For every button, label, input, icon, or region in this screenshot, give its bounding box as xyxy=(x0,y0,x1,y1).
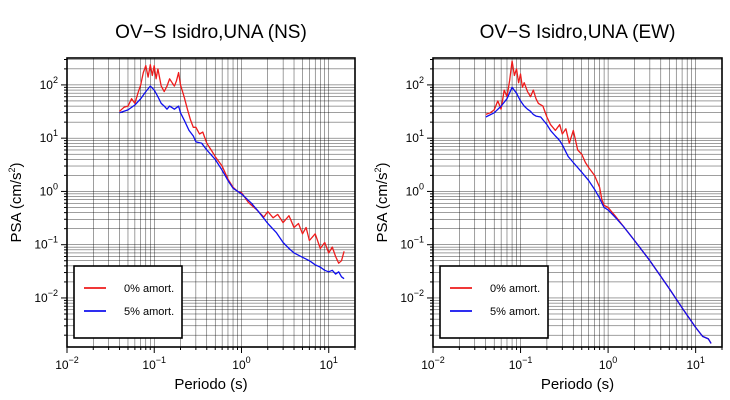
y-tick-label-exp: 2 xyxy=(53,75,58,85)
legend: 0% amort. 5% amort. xyxy=(439,265,549,339)
y-tick-label: 10−1 xyxy=(34,235,58,252)
x-tick-label: 101 xyxy=(686,355,704,372)
y-tick-label: 100 xyxy=(406,181,424,198)
y-tick-label-base: 10 xyxy=(40,184,54,198)
y-tick-label-base: 10 xyxy=(406,78,420,92)
y-axis-label-sup: 2 xyxy=(373,167,383,172)
x-tick-label-exp: 1 xyxy=(333,355,338,365)
y-axis-label-close: ) xyxy=(8,162,25,167)
y-tick-label: 100 xyxy=(40,181,58,198)
x-tick-label-exp: 0 xyxy=(612,355,617,365)
x-tick-label-base: 10 xyxy=(509,358,523,372)
y-tick-label-base: 10 xyxy=(34,291,48,305)
y-tick-label-exp: −1 xyxy=(414,235,424,245)
x-tick-label-exp: −2 xyxy=(435,355,445,365)
y-tick-label: 10−1 xyxy=(400,235,424,252)
x-tick-label: 101 xyxy=(320,355,338,372)
y-axis-label-main: PSA (cm/s xyxy=(8,173,25,243)
axis-ticks xyxy=(427,58,723,353)
legend-label-0: 0% amort. xyxy=(490,283,540,295)
x-tick-label: 10−1 xyxy=(509,355,533,372)
x-tick-label: 10−1 xyxy=(142,355,166,372)
series-line-1 xyxy=(485,86,712,344)
y-tick-label-base: 10 xyxy=(40,78,54,92)
y-tick-label-exp: 1 xyxy=(419,128,424,138)
grid xyxy=(433,58,722,347)
legend-box xyxy=(73,265,183,339)
legend-label-0: 0% amort. xyxy=(124,283,174,295)
y-tick-label-exp: −2 xyxy=(48,288,58,298)
y-tick-label-exp: 0 xyxy=(53,181,58,191)
series-group xyxy=(485,60,712,344)
x-tick-label-base: 10 xyxy=(320,358,334,372)
x-tick-label: 10−2 xyxy=(421,355,445,372)
x-axis-label: Periodo (s) xyxy=(541,376,614,393)
series-group xyxy=(119,64,345,280)
y-axis-label: PSA (cm/s2) xyxy=(7,162,25,242)
x-tick-label-base: 10 xyxy=(686,358,700,372)
x-tick-label-base: 10 xyxy=(599,358,613,372)
x-tick-label-exp: 1 xyxy=(700,355,705,365)
x-tick-label: 10−2 xyxy=(55,355,79,372)
axis-ticks xyxy=(61,58,356,353)
plot-frame xyxy=(66,57,356,348)
y-tick-label-base: 10 xyxy=(40,131,54,145)
y-tick-label-base: 10 xyxy=(400,238,414,252)
y-tick-label: 101 xyxy=(40,128,58,145)
x-tick-label-exp: −1 xyxy=(156,355,166,365)
y-tick-label: 10−2 xyxy=(400,288,424,305)
y-tick-label-base: 10 xyxy=(406,184,420,198)
x-tick-label-exp: −1 xyxy=(522,355,532,365)
chart-title: OV−S Isidro,UNA (NS) xyxy=(115,22,307,43)
x-tick-label-base: 10 xyxy=(232,358,246,372)
plot-frame xyxy=(432,57,723,348)
y-axis-label-sup: 2 xyxy=(7,167,17,172)
x-tick-label: 100 xyxy=(232,355,250,372)
y-tick-label-exp: 1 xyxy=(53,128,58,138)
legend-label-1: 5% amort. xyxy=(124,306,174,318)
y-tick-label: 102 xyxy=(40,75,58,92)
legend: 0% amort. 5% amort. xyxy=(73,265,183,339)
y-axis-label-main: PSA (cm/s xyxy=(374,173,391,243)
legend-box xyxy=(439,265,549,339)
y-tick-label-exp: −2 xyxy=(414,288,424,298)
y-axis-label-close: ) xyxy=(374,162,391,167)
legend-label-1: 5% amort. xyxy=(490,306,540,318)
y-tick-label-exp: 0 xyxy=(419,181,424,191)
chart-title: OV−S Isidro,UNA (EW) xyxy=(480,22,676,43)
y-tick-label-base: 10 xyxy=(400,291,414,305)
y-tick-label: 10−2 xyxy=(34,288,58,305)
y-axis-label: PSA (cm/s2) xyxy=(373,162,391,242)
x-tick-label-base: 10 xyxy=(142,358,156,372)
y-tick-label-base: 10 xyxy=(406,131,420,145)
x-tick-label-base: 10 xyxy=(421,358,435,372)
x-tick-label-exp: −2 xyxy=(69,355,79,365)
y-tick-label-base: 10 xyxy=(34,238,48,252)
x-tick-label-exp: 0 xyxy=(246,355,251,365)
series-line-0 xyxy=(119,64,345,264)
x-tick-label-base: 10 xyxy=(55,358,69,372)
y-tick-label-exp: 2 xyxy=(419,75,424,85)
x-tick-label: 100 xyxy=(599,355,617,372)
y-tick-label: 101 xyxy=(406,128,424,145)
x-axis-label: Periodo (s) xyxy=(174,376,247,393)
y-tick-label: 102 xyxy=(406,75,424,92)
series-line-1 xyxy=(119,85,345,280)
y-tick-label-exp: −1 xyxy=(48,235,58,245)
